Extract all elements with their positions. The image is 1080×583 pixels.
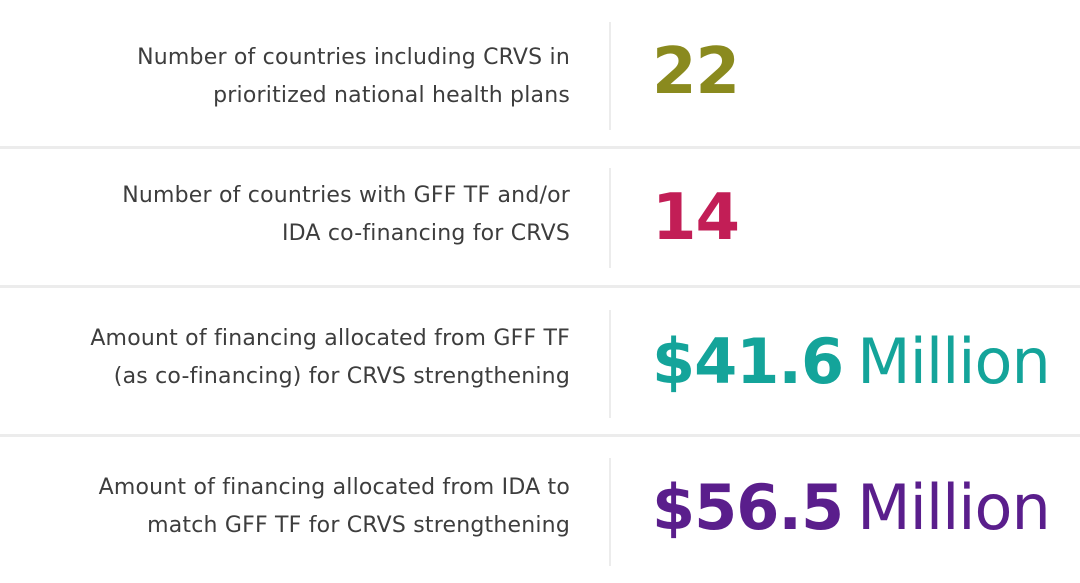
- stat-number: 14: [652, 181, 740, 255]
- stat-description-line: match GFF TF for CRVS strengthening: [147, 513, 570, 538]
- stat-number: 22: [652, 35, 740, 109]
- stat-description: Amount of financing allocated from IDA t…: [99, 469, 570, 545]
- stat-unit: Million: [857, 471, 1051, 544]
- stat-unit: Million: [857, 325, 1051, 398]
- row-separator: [609, 22, 611, 130]
- stat-description: Number of countries including CRVS in pr…: [137, 39, 570, 115]
- stat-description-line: Amount of financing allocated from IDA t…: [98, 475, 570, 500]
- stat-value: $41.6 Million: [652, 322, 1051, 402]
- stat-number: $41.6: [652, 325, 844, 398]
- row-separator: [609, 458, 611, 566]
- stat-description-line: (as co-financing) for CRVS strengthening: [113, 364, 570, 389]
- row-divider: [0, 146, 1080, 149]
- stat-description: Amount of financing allocated from GFF T…: [90, 320, 570, 396]
- stat-value: 14: [652, 178, 740, 258]
- stat-value: 22: [652, 32, 740, 112]
- row-separator: [609, 168, 611, 268]
- stat-description-line: prioritized national health plans: [213, 83, 570, 108]
- row-divider: [0, 285, 1080, 288]
- row-separator: [609, 310, 611, 418]
- stat-description-line: Number of countries including CRVS in: [137, 45, 570, 70]
- stat-description-line: Amount of financing allocated from GFF T…: [90, 326, 570, 351]
- stat-value: $56.5 Million: [652, 468, 1051, 548]
- stat-description-line: IDA co-financing for CRVS: [281, 221, 570, 246]
- stat-description: Number of countries with GFF TF and/or I…: [122, 177, 570, 253]
- row-divider: [0, 434, 1080, 437]
- stat-number: $56.5: [652, 471, 844, 544]
- stat-description-line: Number of countries with GFF TF and/or: [122, 183, 570, 208]
